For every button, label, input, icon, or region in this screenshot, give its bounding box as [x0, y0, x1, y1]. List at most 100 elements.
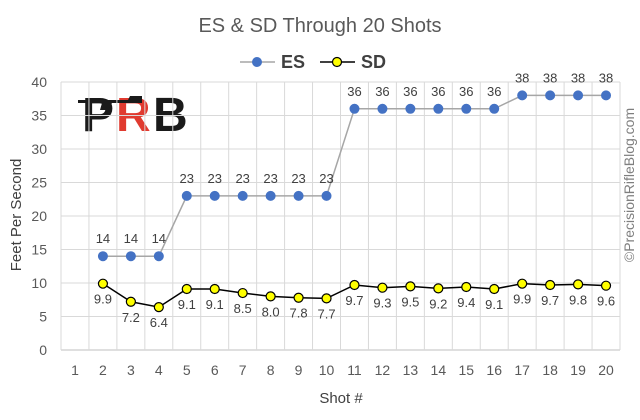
- data-label-sd: 9.1: [206, 297, 224, 312]
- data-point-sd: [209, 283, 220, 295]
- data-label-sd: 9.9: [94, 292, 112, 307]
- data-label-sd: 9.1: [485, 297, 503, 312]
- y-tick-label: 5: [39, 309, 47, 325]
- data-label-sd: 9.5: [401, 294, 419, 309]
- data-point-es: [97, 251, 108, 262]
- x-tick-label: 12: [375, 362, 391, 378]
- data-label-sd: 7.2: [122, 310, 140, 325]
- data-point-es: [293, 190, 304, 201]
- data-label-sd: 9.1: [178, 297, 196, 312]
- data-label-sd: 9.7: [345, 293, 363, 308]
- data-point-sd: [97, 278, 109, 289]
- data-label-es: 36: [431, 84, 445, 99]
- data-label-es: 38: [543, 70, 557, 85]
- data-point-sd: [489, 283, 500, 295]
- y-tick-label: 25: [31, 175, 47, 191]
- x-tick-label: 6: [211, 362, 219, 378]
- data-label-es: 23: [319, 171, 333, 186]
- x-tick-label: 7: [239, 362, 247, 378]
- data-label-es: 23: [291, 171, 305, 186]
- y-tick-label: 0: [39, 342, 47, 358]
- data-label-es: 38: [599, 70, 613, 85]
- data-label-es: 38: [571, 70, 585, 85]
- legend-es-label: ES: [281, 52, 305, 72]
- data-label-sd: 7.7: [317, 306, 335, 321]
- legend-es-marker: [252, 57, 262, 67]
- data-point-es: [517, 90, 528, 101]
- data-point-sd: [433, 283, 444, 294]
- data-label-es: 14: [124, 231, 138, 246]
- data-label-es: 23: [207, 171, 221, 186]
- data-label-sd: 9.8: [569, 292, 587, 307]
- data-point-es: [489, 103, 500, 114]
- data-point-es: [153, 251, 164, 262]
- legend-sd-marker: [331, 56, 343, 68]
- data-label-sd: 9.9: [513, 292, 531, 307]
- data-point-sd: [405, 281, 416, 292]
- y-tick-label: 35: [31, 108, 47, 124]
- chart-title: ES & SD Through 20 Shots: [198, 15, 441, 37]
- series: 14 14 14 23 23 23 23 23 23 36 36 36 36 36 36 38 38 38 38 9.…: [94, 70, 615, 330]
- data-point-es: [209, 190, 220, 201]
- data-label-sd: 9.7: [541, 293, 559, 308]
- x-tick-label: 9: [295, 362, 303, 378]
- data-point-es: [377, 103, 388, 114]
- data-label-sd: 9.6: [597, 294, 615, 309]
- y-tick-label: 30: [31, 141, 47, 157]
- rifle-icon: [78, 96, 142, 110]
- data-point-es: [237, 190, 248, 201]
- x-tick-label: 17: [514, 362, 530, 378]
- y-tick-label: 15: [31, 242, 47, 258]
- data-label-es: 23: [180, 171, 194, 186]
- x-tick-label: 19: [570, 362, 586, 378]
- data-label-es: 36: [403, 84, 417, 99]
- legend-sd-label: SD: [361, 52, 386, 72]
- data-label-sd: 6.4: [150, 315, 168, 330]
- data-point-es: [433, 103, 444, 114]
- data-point-es: [573, 90, 584, 101]
- data-point-sd: [600, 280, 612, 291]
- y-axis-title: Feet Per Second: [8, 159, 25, 272]
- x-tick-label: 3: [127, 362, 135, 378]
- legend: ES SD: [240, 52, 386, 72]
- grid: [60, 81, 621, 351]
- copyright-text: ©PrecisionRifleBlog.com: [621, 108, 637, 262]
- data-point-sd: [153, 302, 164, 313]
- data-point-sd: [237, 287, 248, 299]
- x-tick-label: 15: [458, 362, 474, 378]
- x-tick-label: 14: [431, 362, 447, 378]
- data-point-es: [601, 90, 612, 101]
- x-axis-title: Shot #: [319, 390, 363, 407]
- series-es: 14 14 14 23 23 23 23 23 23 36 36 36 36 36 36 38 38 38 38: [96, 70, 613, 262]
- data-point-es: [545, 90, 556, 101]
- data-point-sd: [265, 291, 276, 302]
- x-tick-label: 5: [183, 362, 191, 378]
- data-label-es: 14: [152, 231, 166, 246]
- data-point-sd: [517, 278, 528, 289]
- data-point-sd: [293, 292, 304, 303]
- x-tick-label: 18: [542, 362, 558, 378]
- prb-logo: P R B: [78, 87, 210, 142]
- data-point-sd: [321, 293, 332, 304]
- data-point-sd: [181, 283, 192, 295]
- data-point-sd: [349, 279, 360, 291]
- x-tick-label: 8: [267, 362, 275, 378]
- data-point-es: [125, 251, 136, 262]
- data-point-sd: [125, 296, 136, 307]
- data-point-sd: [572, 279, 584, 290]
- data-point-es: [349, 103, 360, 114]
- y-tick-label: 20: [31, 208, 47, 224]
- x-tick-label: 11: [347, 362, 362, 378]
- data-label-es: 36: [459, 84, 473, 99]
- data-point-sd: [461, 281, 472, 293]
- y-axis-ticks: 0 5 10 15 20 25 30 35 40: [31, 74, 47, 358]
- data-label-sd: 8.0: [262, 304, 280, 319]
- data-label-sd: 9.2: [429, 296, 447, 311]
- data-point-es: [405, 103, 416, 114]
- data-label-es: 36: [375, 84, 389, 99]
- data-point-es: [181, 190, 192, 201]
- x-tick-label: 2: [99, 362, 107, 378]
- data-label-sd: 9.4: [457, 295, 475, 310]
